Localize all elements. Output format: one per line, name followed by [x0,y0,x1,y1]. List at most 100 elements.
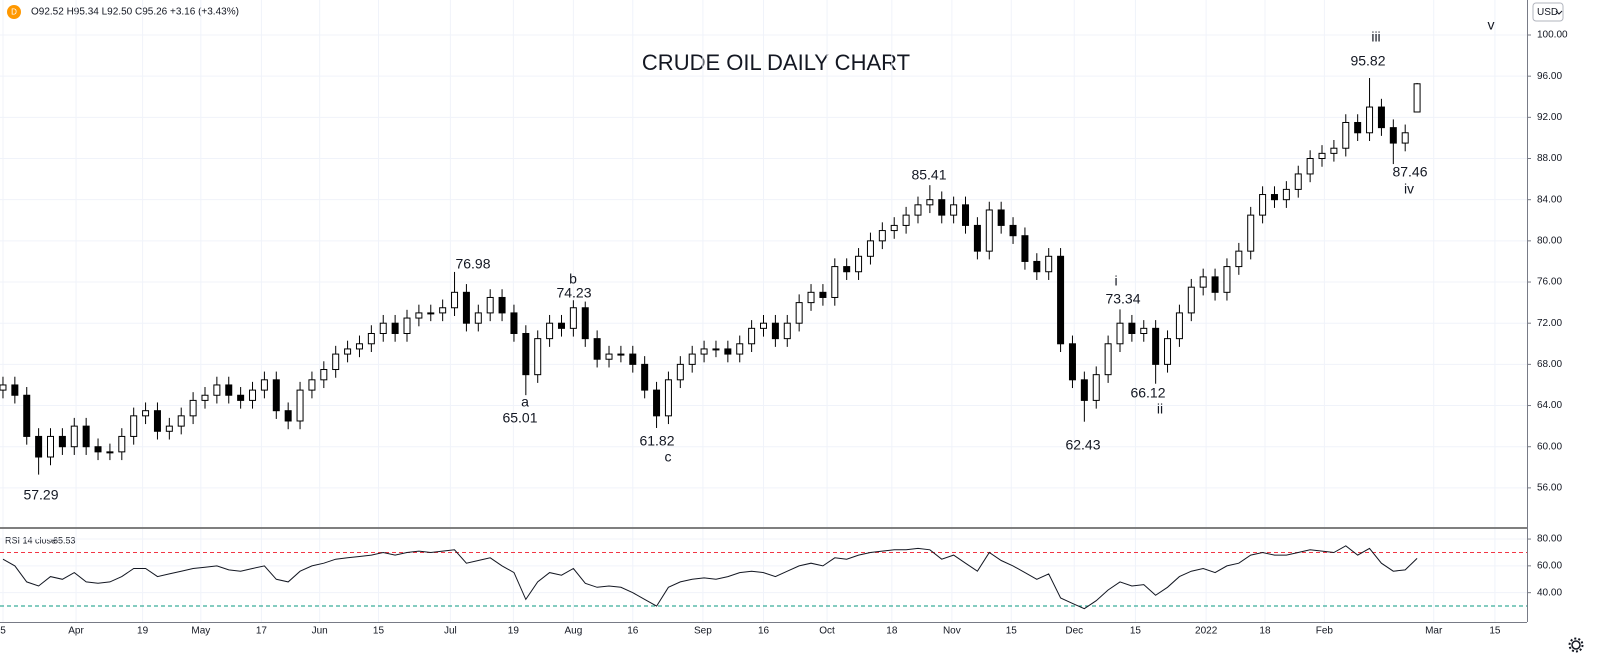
candle-body [1235,250,1243,268]
candle-body [1104,343,1112,376]
ohlc-legend: O92.52 H95.34 L92.50 C95.26 +3.16 (+3.43… [31,7,239,18]
currency-label: USD [1537,7,1558,18]
candle-body [403,317,411,334]
candle-body [308,379,316,391]
candle-body [344,348,352,355]
candle-body [82,425,90,448]
x-tick-label: 5 [0,626,6,637]
candle-body [249,389,257,401]
x-tick-label: 19 [508,626,520,637]
candle-body [1199,276,1207,288]
candle-body [510,312,518,334]
candle-body [1045,255,1053,273]
candle-body [760,322,767,329]
candle-body [165,425,173,432]
annotation: 74.23 [556,285,591,301]
candle-body [94,446,102,453]
candle-body [593,338,601,360]
candle-body [807,291,815,304]
y-tick-label: 40.00 [1537,587,1562,598]
symbol-icon[interactable] [7,5,21,19]
candle-body [1128,322,1136,334]
candle-body [106,451,114,454]
chart-title: CRUDE OIL DAILY CHART [642,50,910,75]
x-tick-label: 2022 [1195,626,1218,637]
annotation: 61.82 [639,433,674,449]
annotation: a [521,394,529,410]
candle-body [843,266,851,273]
annotation: 57.29 [23,487,58,503]
y-tick-label: 60.00 [1537,560,1562,571]
candle-body [1092,374,1100,401]
candle-body [439,307,447,314]
currency-button[interactable] [1532,2,1564,22]
annotation: iv [1404,181,1414,197]
candle-body [23,394,31,437]
candle-body [1354,121,1362,134]
candle-body [950,204,958,216]
annotation: b [569,271,577,287]
x-tick-label: May [191,626,210,637]
candle-body [629,353,637,365]
settings-gear[interactable] [1568,637,1584,653]
candle-body [1021,235,1029,262]
candle-body [1223,266,1231,293]
candle-body [367,332,375,345]
symbol-icon-text: D [11,8,17,17]
x-tick-label: Oct [819,626,835,637]
candle-body [1413,83,1421,113]
candle-body [260,379,268,391]
candle-body [748,327,756,345]
x-tick-label: 16 [627,626,639,637]
annotation: 62.43 [1065,437,1100,453]
candle-body [1342,121,1350,149]
candle-body [237,394,245,401]
candle-body [962,204,970,226]
x-tick-label: 19 [137,626,149,637]
rsi-line [2,545,1418,610]
candle-body [1187,286,1195,314]
candle-body [831,266,839,298]
candle-body [1401,132,1409,144]
y-tick-label: 100.00 [1537,30,1568,41]
annotation: i [1114,273,1117,289]
candle-body [973,224,981,252]
candle-body [486,296,494,314]
candle-body [1259,194,1267,216]
gear-ring [1571,640,1581,650]
candle-body [189,399,197,417]
rsi-last-value: 65.53 [53,535,76,545]
candle-body [118,435,126,453]
candle-body [201,394,209,401]
annotation: iii [1371,29,1380,45]
candle-body [866,240,874,257]
y-tick-label: 68.00 [1537,359,1562,370]
candle-body [427,312,435,315]
candle-body [546,322,554,340]
candle-body [1152,327,1160,365]
y-tick-label: 76.00 [1537,277,1562,288]
y-tick-label: 56.00 [1537,483,1562,494]
x-tick-label: 18 [886,626,898,637]
candle-body [855,255,863,273]
candle-body [890,224,898,232]
candle-body [1211,276,1219,293]
candle-body [272,379,280,412]
candle-body [1080,379,1088,401]
candle-body [557,322,565,329]
candle-body [462,291,470,324]
x-tick-label: 17 [256,626,268,637]
candle-body [700,348,708,355]
candle-body [0,384,7,391]
candle-body [1282,188,1290,201]
candle-body [225,384,233,396]
y-tick-label: 72.00 [1537,318,1562,329]
candle-body [771,322,779,340]
annotation: 76.98 [455,256,490,272]
x-tick-label: Mar [1425,626,1443,637]
candle-body [617,353,625,356]
candle-body [1175,312,1183,340]
candle-body [676,363,684,381]
annotation: v [1488,17,1495,33]
annotation: 87.46 [1392,164,1427,180]
